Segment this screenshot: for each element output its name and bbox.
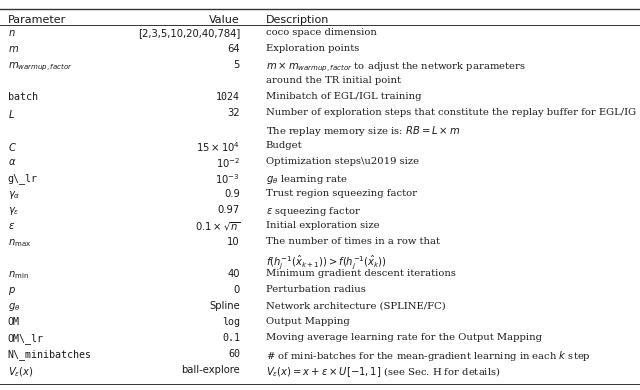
Text: ball-explore: ball-explore — [181, 365, 240, 375]
Text: Network architecture (SPLINE/FC): Network architecture (SPLINE/FC) — [266, 301, 445, 310]
Text: $V_\varepsilon(x)$: $V_\varepsilon(x)$ — [8, 365, 33, 379]
Text: $m \times m_{warmup,factor}$ to adjust the network parameters: $m \times m_{warmup,factor}$ to adjust t… — [266, 60, 525, 74]
Text: $g_\theta$ learning rate: $g_\theta$ learning rate — [266, 173, 348, 186]
Text: # of mini-batches for the mean-gradient learning in each $k$ step: # of mini-batches for the mean-gradient … — [266, 349, 591, 363]
Text: Perturbation radius: Perturbation radius — [266, 285, 365, 294]
Text: $15 \times 10^4$: $15 \times 10^4$ — [196, 140, 240, 154]
Text: $n_{\max}$: $n_{\max}$ — [8, 237, 31, 249]
Text: Value: Value — [209, 15, 240, 25]
Text: Initial exploration size: Initial exploration size — [266, 221, 380, 230]
Text: Number of exploration steps that constitute the replay buffer for EGL/IG: Number of exploration steps that constit… — [266, 108, 636, 117]
Text: [2,3,5,10,20,40,784]: [2,3,5,10,20,40,784] — [138, 28, 240, 38]
Text: Trust region squeezing factor: Trust region squeezing factor — [266, 189, 417, 198]
Text: 0.97: 0.97 — [218, 205, 240, 215]
Text: 0: 0 — [234, 285, 240, 295]
Text: 32: 32 — [227, 108, 240, 119]
Text: 0.9: 0.9 — [224, 189, 240, 199]
Text: $\varepsilon$: $\varepsilon$ — [8, 221, 15, 231]
Text: Parameter: Parameter — [8, 15, 66, 25]
Text: around the TR initial point: around the TR initial point — [266, 76, 401, 85]
Text: The number of times in a row that: The number of times in a row that — [266, 237, 440, 246]
Text: $\varepsilon$ squeezing factor: $\varepsilon$ squeezing factor — [266, 205, 360, 218]
Text: $L$: $L$ — [8, 108, 15, 121]
Text: log: log — [222, 317, 240, 327]
Text: $\gamma_\alpha$: $\gamma_\alpha$ — [8, 189, 20, 201]
Text: OM\_lr: OM\_lr — [8, 333, 44, 344]
Text: $n$: $n$ — [8, 28, 15, 38]
Text: g\_lr: g\_lr — [8, 173, 38, 184]
Text: 1024: 1024 — [216, 92, 240, 102]
Text: $10^{-2}$: $10^{-2}$ — [216, 156, 240, 170]
Text: $\gamma_\varepsilon$: $\gamma_\varepsilon$ — [8, 205, 19, 217]
Text: Optimization steps\u2019 size: Optimization steps\u2019 size — [266, 156, 419, 166]
Text: $C$: $C$ — [8, 140, 17, 152]
Text: N\_minibatches: N\_minibatches — [8, 349, 92, 360]
Text: Moving average learning rate for the Output Mapping: Moving average learning rate for the Out… — [266, 333, 541, 342]
Text: 5: 5 — [234, 60, 240, 70]
Text: $f(h_j^{-1}(\hat{x}_{k+1})) > f(h_j^{-1}(\hat{x}_k))$: $f(h_j^{-1}(\hat{x}_{k+1})) > f(h_j^{-1}… — [266, 253, 387, 271]
Text: 0.1: 0.1 — [222, 333, 240, 343]
Text: $m$: $m$ — [8, 44, 19, 54]
Text: Minimum gradient descent iterations: Minimum gradient descent iterations — [266, 269, 456, 278]
Text: Exploration points: Exploration points — [266, 44, 359, 53]
Text: $\alpha$: $\alpha$ — [8, 156, 16, 167]
Text: $0.1 \times \sqrt{n}$: $0.1 \times \sqrt{n}$ — [195, 221, 240, 233]
Text: 60: 60 — [228, 349, 240, 359]
Text: $V_\varepsilon(x) = x + \varepsilon \times U[-1,1]$ (see Sec. H for details): $V_\varepsilon(x) = x + \varepsilon \tim… — [266, 365, 500, 379]
Text: Minibatch of EGL/IGL training: Minibatch of EGL/IGL training — [266, 92, 421, 101]
Text: 10: 10 — [227, 237, 240, 247]
Text: batch: batch — [8, 92, 38, 102]
Text: OM: OM — [8, 317, 20, 327]
Text: 40: 40 — [227, 269, 240, 279]
Text: 64: 64 — [227, 44, 240, 54]
Text: $10^{-3}$: $10^{-3}$ — [216, 173, 240, 186]
Text: $m_{warmup,factor}$: $m_{warmup,factor}$ — [8, 60, 72, 73]
Text: $p$: $p$ — [8, 285, 15, 297]
Text: The replay memory size is: $RB = L \times m$: The replay memory size is: $RB = L \time… — [266, 124, 460, 138]
Text: $g_\theta$: $g_\theta$ — [8, 301, 20, 313]
Text: coco space dimension: coco space dimension — [266, 28, 376, 37]
Text: $n_{\min}$: $n_{\min}$ — [8, 269, 29, 281]
Text: Output Mapping: Output Mapping — [266, 317, 349, 326]
Text: Description: Description — [266, 15, 329, 25]
Text: Budget: Budget — [266, 140, 302, 149]
Text: Spline: Spline — [209, 301, 240, 311]
